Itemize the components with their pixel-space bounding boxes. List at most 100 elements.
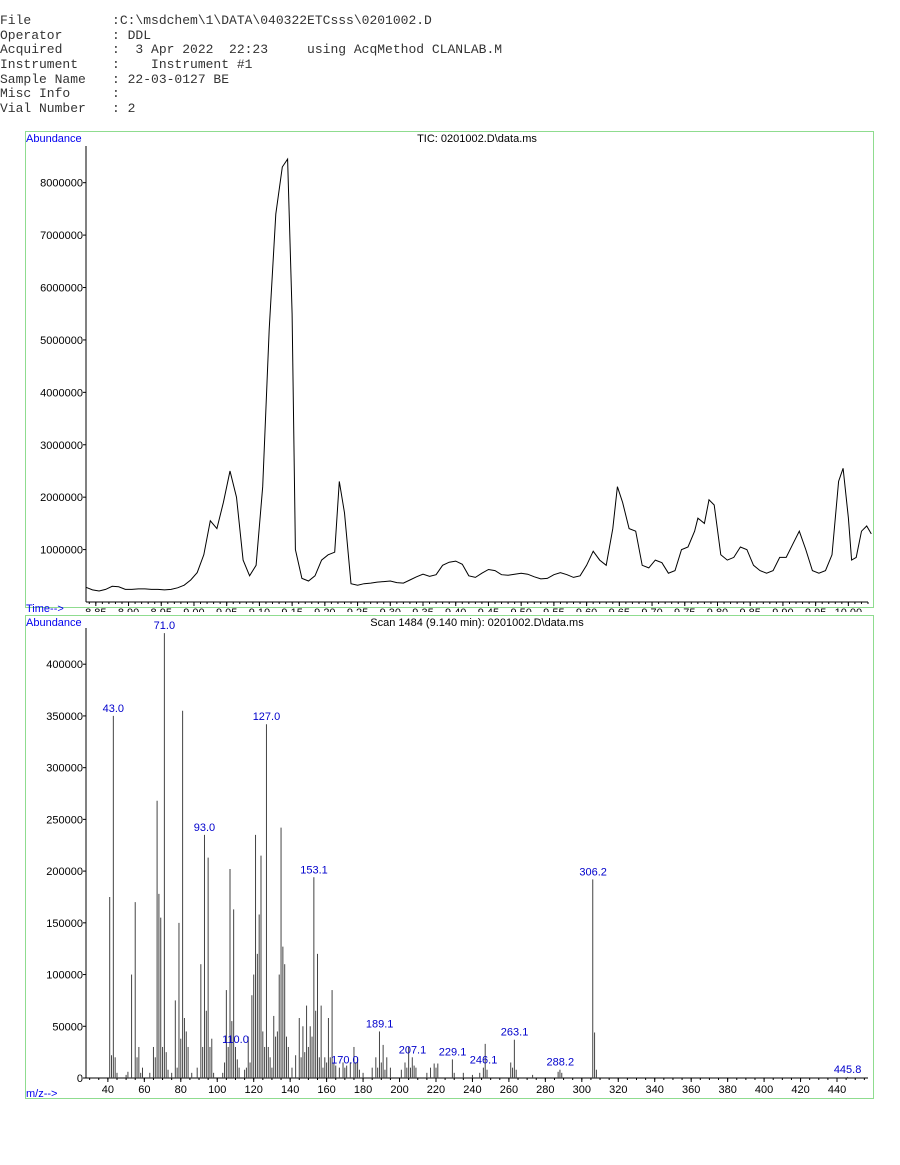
- header-separator: :: [112, 27, 128, 43]
- header-row: Acquired: 3 Apr 2022 22:23 using AcqMeth…: [0, 43, 502, 58]
- ms-y-tick-label: 200000: [46, 866, 83, 878]
- header-key: Acquired: [0, 42, 63, 58]
- tic-x-tick-label: 10.00: [835, 607, 863, 612]
- tic-x-tick-label: 9.00: [183, 607, 204, 612]
- tic-x-tick-label: 9.70: [641, 607, 662, 612]
- tic-x-tick-label: 9.30: [380, 607, 401, 612]
- tic-x-tick-label: 8.90: [118, 607, 139, 612]
- header-value: C:\msdchem\1\DATA\040322ETCsss\0201002.D: [119, 13, 432, 28]
- ms-peak-label: 93.0: [194, 822, 215, 834]
- tic-x-tick-label: 9.60: [576, 607, 597, 612]
- ms-ylabel: Abundance: [26, 617, 82, 629]
- header-value: 22-03-0127 BE: [127, 71, 230, 87]
- ms-title: Scan 1484 (9.140 min): 0201002.D\data.ms: [370, 617, 584, 629]
- ms-x-tick-label: 240: [463, 1084, 481, 1096]
- ms-x-tick-label: 100: [208, 1084, 226, 1096]
- header-value: 2: [127, 101, 136, 117]
- ms-x-tick-label: 80: [175, 1084, 187, 1096]
- ms-x-tick-label: 260: [500, 1084, 518, 1096]
- tic-y-tick-label: 8000000: [40, 178, 83, 190]
- tic-x-tick-label: 9.35: [412, 607, 433, 612]
- header-row: Vial Number: 2: [0, 101, 502, 117]
- tic-ylabel: Abundance: [26, 133, 82, 145]
- tic-chart-frame: [25, 131, 874, 608]
- tic-x-tick-label: 9.85: [739, 607, 760, 612]
- ms-x-tick-label: 380: [718, 1084, 736, 1096]
- ms-peaks: [109, 633, 849, 1078]
- header-key: File: [0, 13, 32, 28]
- tic-series-line: [85, 157, 872, 592]
- ms-y-tick-label: 50000: [52, 1021, 83, 1033]
- ms-x-tick-label: 200: [390, 1084, 408, 1096]
- ms-y-tick-label: 0: [77, 1073, 83, 1085]
- mass-spectrum-chart: Abundance Scan 1484 (9.140 min): 0201002…: [25, 615, 874, 1100]
- tic-y-tick-label: 7000000: [40, 230, 83, 242]
- header-separator: :: [112, 71, 128, 87]
- ms-x-tick-label: 300: [573, 1084, 591, 1096]
- header-separator: :: [112, 101, 128, 117]
- ms-y-axis: 0 50000 100000 150000 200000 250000 300000 3500…: [46, 628, 87, 1085]
- tic-x-tick-label: 9.95: [805, 607, 826, 612]
- tic-x-tick-label: 9.90: [772, 607, 793, 612]
- ms-x-tick-label: 60: [138, 1084, 150, 1096]
- tic-chart: Abundance TIC: 0201002.D\data.ms Time-->…: [25, 131, 874, 612]
- ms-peak-label: 71.0: [154, 620, 175, 632]
- ms-peak-label: 306.2: [579, 866, 607, 878]
- ms-peak-label: 246.1: [470, 1055, 498, 1067]
- ms-peak-label: 445.8: [834, 1064, 862, 1076]
- header-value: Instrument #1: [127, 57, 253, 73]
- tic-x-tick-label: 9.10: [249, 607, 270, 612]
- tic-x-tick-label: 9.45: [478, 607, 499, 612]
- tic-title: TIC: 0201002.D\data.ms: [417, 133, 537, 145]
- ms-peak-label: 207.1: [399, 1044, 427, 1056]
- ms-y-tick-label: 100000: [46, 970, 83, 982]
- tic-x-axis: 8.85 8.90 8.95 9.00 9.05 9.10 9.15 9.20 9.25 9.30…: [85, 601, 869, 612]
- ms-xlabel: m/z-->: [26, 1088, 57, 1100]
- tic-xlabel: Time-->: [26, 603, 64, 612]
- tic-x-tick-label: 8.85: [85, 607, 106, 612]
- tic-x-tick-label: 9.20: [314, 607, 335, 612]
- tic-y-tick-label: 2000000: [40, 492, 83, 504]
- tic-y-tick-label: 1000000: [40, 545, 83, 557]
- header-separator: :: [112, 13, 120, 28]
- ms-peak-label: 263.1: [501, 1027, 529, 1039]
- header-row: Operator: DDL: [0, 27, 502, 44]
- header-separator: :: [112, 86, 128, 102]
- header-key: Operator: [0, 27, 63, 43]
- header-row: Sample Name: 22-03-0127 BE: [0, 71, 502, 88]
- tic-y-axis: 1000000 2000000 3000000 4000000 5000000 60000…: [40, 146, 87, 602]
- header-value: DDL: [127, 27, 152, 43]
- tic-x-tick-label: 9.50: [510, 607, 531, 612]
- ms-x-tick-label: 160: [317, 1084, 335, 1096]
- ms-x-tick-label: 340: [646, 1084, 664, 1096]
- tic-x-tick-label: 9.75: [674, 607, 695, 612]
- header-key: Vial Number: [0, 101, 86, 117]
- ms-peak-label: 170.0: [331, 1055, 359, 1067]
- ms-x-tick-label: 440: [828, 1084, 846, 1096]
- header-row: Misc Info:: [0, 87, 502, 102]
- ms-peak-label: 229.1: [439, 1046, 467, 1058]
- tic-x-tick-label: 9.15: [281, 607, 302, 612]
- ms-x-tick-label: 220: [427, 1084, 445, 1096]
- ms-x-tick-label: 120: [245, 1084, 263, 1096]
- tic-y-tick-label: 5000000: [40, 335, 83, 347]
- header-key: Instrument: [0, 57, 79, 73]
- ms-peak-labels: 43.0 71.0 93.0 110.0 127.0 153.1 170.0 189.1 207…: [103, 620, 862, 1076]
- tic-x-tick-label: 9.65: [609, 607, 630, 612]
- ms-y-tick-label: 300000: [46, 763, 83, 775]
- ms-x-tick-label: 420: [791, 1084, 809, 1096]
- ms-x-axis: 40 60 80 100 120 140 160 180 200 220 240 260 280 300 3…: [86, 1077, 868, 1096]
- ms-peak-label: 189.1: [366, 1018, 394, 1030]
- ms-x-tick-label: 280: [536, 1084, 554, 1096]
- ms-x-tick-label: 360: [682, 1084, 700, 1096]
- ms-y-tick-label: 400000: [46, 659, 83, 671]
- ms-peak-label: 153.1: [300, 864, 328, 876]
- tic-x-tick-label: 8.95: [151, 607, 172, 612]
- ms-y-tick-label: 350000: [46, 711, 83, 723]
- ms-x-tick-label: 40: [102, 1084, 114, 1096]
- ms-x-tick-label: 180: [354, 1084, 372, 1096]
- header-separator: :: [112, 57, 128, 73]
- header-row: File:C:\msdchem\1\DATA\040322ETCsss\0201…: [0, 13, 502, 29]
- ms-y-tick-label: 150000: [46, 918, 83, 930]
- tic-x-tick-label: 9.25: [347, 607, 368, 612]
